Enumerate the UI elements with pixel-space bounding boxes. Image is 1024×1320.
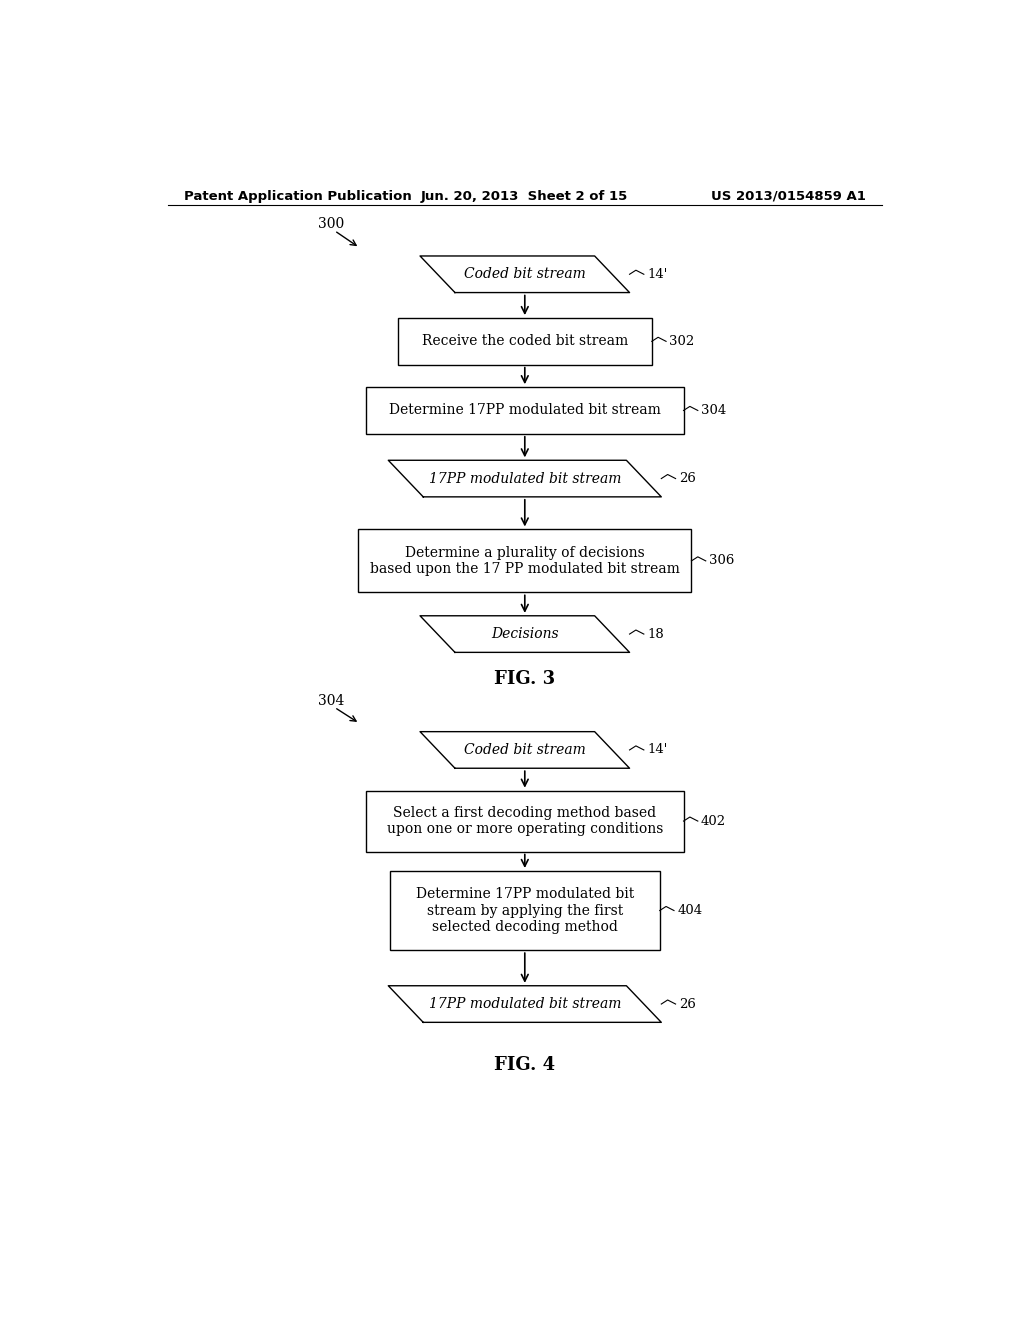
Text: 14': 14' [647, 743, 668, 756]
Text: FIG. 4: FIG. 4 [495, 1056, 555, 1074]
Text: 304: 304 [318, 694, 345, 708]
Bar [397, 318, 651, 364]
Text: Patent Application Publication: Patent Application Publication [183, 190, 412, 202]
Text: Select a first decoding method based
upon one or more operating conditions: Select a first decoding method based upo… [387, 807, 663, 836]
Text: Coded bit stream: Coded bit stream [464, 267, 586, 281]
Text: Determine 17PP modulated bit
stream by applying the first
selected decoding meth: Determine 17PP modulated bit stream by a… [416, 887, 634, 933]
Text: US 2013/0154859 A1: US 2013/0154859 A1 [712, 190, 866, 202]
Text: 26: 26 [679, 473, 695, 484]
Text: 306: 306 [709, 554, 734, 568]
Bar [390, 871, 659, 950]
Text: 18: 18 [647, 627, 664, 640]
Text: 402: 402 [701, 814, 726, 828]
Text: 17PP modulated bit stream: 17PP modulated bit stream [429, 471, 621, 486]
Text: Jun. 20, 2013  Sheet 2 of 15: Jun. 20, 2013 Sheet 2 of 15 [421, 190, 629, 202]
Text: FIG. 3: FIG. 3 [495, 669, 555, 688]
Text: 304: 304 [701, 404, 726, 417]
Text: 14': 14' [647, 268, 668, 281]
Text: Coded bit stream: Coded bit stream [464, 743, 586, 756]
Text: 17PP modulated bit stream: 17PP modulated bit stream [429, 997, 621, 1011]
Text: 302: 302 [670, 335, 694, 348]
Text: Determine 17PP modulated bit stream: Determine 17PP modulated bit stream [389, 404, 660, 417]
Text: 26: 26 [679, 998, 695, 1011]
Text: 300: 300 [318, 218, 345, 231]
Bar [367, 791, 684, 851]
Text: 404: 404 [677, 904, 702, 917]
Text: Determine a plurality of decisions
based upon the 17 PP modulated bit stream: Determine a plurality of decisions based… [370, 545, 680, 576]
Bar [367, 387, 684, 434]
Text: Receive the coded bit stream: Receive the coded bit stream [422, 334, 628, 348]
Text: Decisions: Decisions [490, 627, 559, 642]
Bar [358, 529, 691, 593]
